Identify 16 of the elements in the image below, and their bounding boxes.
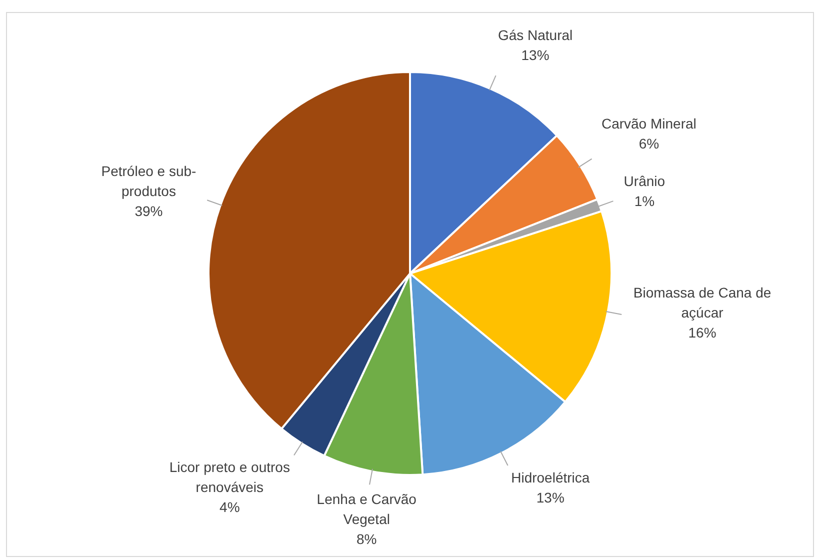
slice-label: Carvão Mineral [601,115,696,132]
data-label: 8% [356,530,377,547]
data-label: 1% [634,192,655,209]
data-label: 13% [521,46,550,63]
slice-label: Licor preto e outros renováveis [169,458,290,495]
data-label: 6% [638,135,660,152]
slice-label: Hidroelétrica [511,470,590,486]
data-label: 39% [134,202,163,219]
data-label: 16% [688,324,716,341]
data-label: 13% [536,490,564,506]
data-label: 4% [220,498,240,515]
slice-label: Lenha e Carvão Vegetal [316,490,417,527]
slice-label: Petróleo e sub-produtos [101,162,197,199]
slice-label: Biomassa de Cana de açúcar [633,284,772,321]
slice-label: Urânio [624,172,666,189]
slice-label: Gás Natural [498,26,573,43]
